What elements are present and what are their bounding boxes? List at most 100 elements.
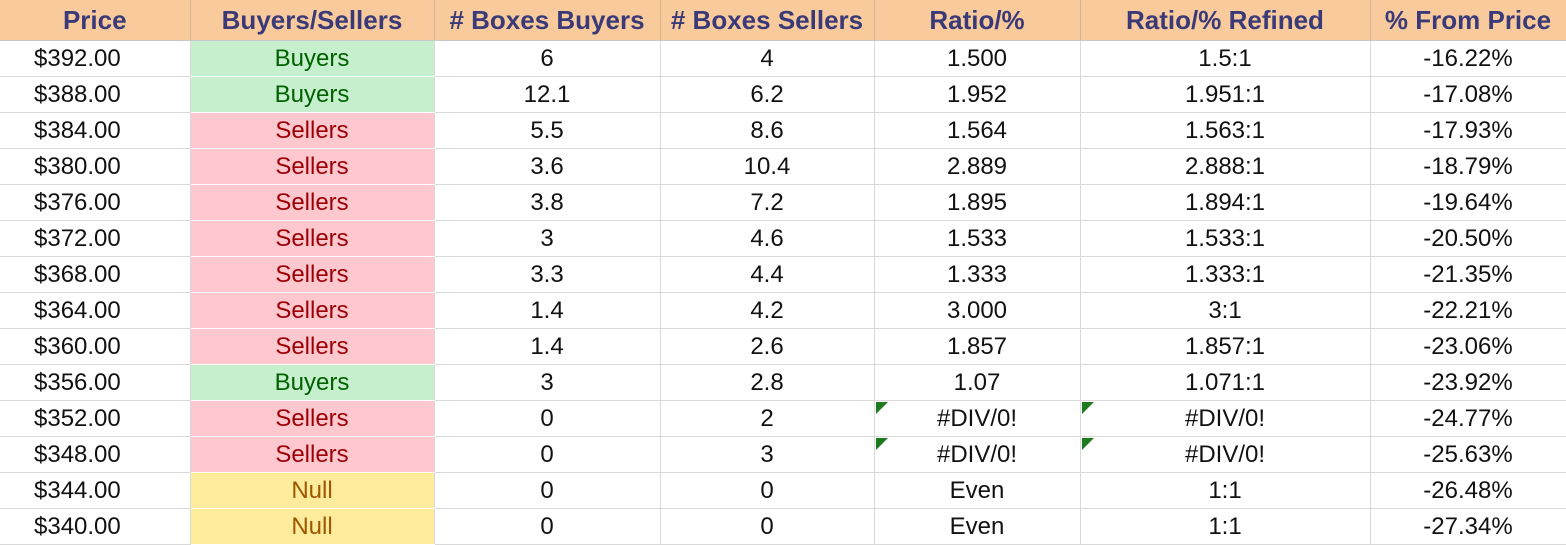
ratio-refined-cell[interactable]: 1.5:1 (1080, 40, 1371, 77)
price-cell[interactable]: $380.00 (0, 148, 191, 185)
from-price-cell[interactable]: -24.77% (1370, 400, 1566, 437)
boxes-sellers-cell[interactable]: 0 (660, 508, 875, 545)
boxes-buyers-cell[interactable]: 3.8 (434, 184, 661, 221)
price-cell[interactable]: $364.00 (0, 292, 191, 329)
ratio-refined-cell[interactable]: 1.533:1 (1080, 220, 1371, 257)
ratio-refined-cell[interactable]: 2.888:1 (1080, 148, 1371, 185)
buyers-sellers-cell[interactable]: Sellers (190, 292, 435, 329)
buyers-sellers-cell[interactable]: Sellers (190, 184, 435, 221)
boxes-buyers-cell[interactable]: 5.5 (434, 112, 661, 149)
ratio-cell[interactable]: 1.564 (874, 112, 1081, 149)
price-cell[interactable]: $392.00 (0, 40, 191, 77)
ratio-cell[interactable]: 1.895 (874, 184, 1081, 221)
boxes-buyers-cell[interactable]: 3 (434, 220, 661, 257)
ratio-refined-cell[interactable]: 1:1 (1080, 508, 1371, 545)
buyers-sellers-cell[interactable]: Null (190, 472, 435, 509)
from-price-cell[interactable]: -21.35% (1370, 256, 1566, 293)
buyers-sellers-cell[interactable]: Sellers (190, 436, 435, 473)
boxes-buyers-cell[interactable]: 3.6 (434, 148, 661, 185)
buyers-sellers-cell[interactable]: Sellers (190, 400, 435, 437)
boxes-sellers-cell[interactable]: 4.4 (660, 256, 875, 293)
from-price-cell[interactable]: -17.93% (1370, 112, 1566, 149)
buyers-sellers-cell[interactable]: Null (190, 508, 435, 545)
boxes-sellers-cell[interactable]: 8.6 (660, 112, 875, 149)
buyers-sellers-cell[interactable]: Sellers (190, 256, 435, 293)
buyers-sellers-cell[interactable]: Buyers (190, 40, 435, 77)
ratio-refined-cell[interactable]: 1.857:1 (1080, 328, 1371, 365)
from-price-cell[interactable]: -25.63% (1370, 436, 1566, 473)
price-cell[interactable]: $344.00 (0, 472, 191, 509)
from-price-cell[interactable]: -17.08% (1370, 76, 1566, 113)
price-cell[interactable]: $340.00 (0, 508, 191, 545)
buyers-sellers-cell[interactable]: Sellers (190, 220, 435, 257)
boxes-buyers-cell[interactable]: 6 (434, 40, 661, 77)
boxes-sellers-cell[interactable]: 7.2 (660, 184, 875, 221)
from-price-cell[interactable]: -22.21% (1370, 292, 1566, 329)
ratio-refined-cell[interactable]: 1.071:1 (1080, 364, 1371, 401)
boxes-sellers-cell[interactable]: 10.4 (660, 148, 875, 185)
from-price-cell[interactable]: -20.50% (1370, 220, 1566, 257)
ratio-refined-cell[interactable]: 3:1 (1080, 292, 1371, 329)
header-price[interactable]: Price (0, 0, 191, 41)
boxes-sellers-cell[interactable]: 4.2 (660, 292, 875, 329)
from-price-cell[interactable]: -18.79% (1370, 148, 1566, 185)
boxes-sellers-cell[interactable]: 0 (660, 472, 875, 509)
from-price-cell[interactable]: -26.48% (1370, 472, 1566, 509)
from-price-cell[interactable]: -23.06% (1370, 328, 1566, 365)
buyers-sellers-cell[interactable]: Buyers (190, 76, 435, 113)
boxes-sellers-cell[interactable]: 2 (660, 400, 875, 437)
ratio-refined-cell[interactable]: #DIV/0! (1080, 400, 1371, 437)
price-cell[interactable]: $352.00 (0, 400, 191, 437)
from-price-cell[interactable]: -19.64% (1370, 184, 1566, 221)
boxes-buyers-cell[interactable]: 1.4 (434, 328, 661, 365)
boxes-sellers-cell[interactable]: 4 (660, 40, 875, 77)
boxes-sellers-cell[interactable]: 2.6 (660, 328, 875, 365)
boxes-buyers-cell[interactable]: 3 (434, 364, 661, 401)
buyers-sellers-cell[interactable]: Sellers (190, 148, 435, 185)
price-cell[interactable]: $376.00 (0, 184, 191, 221)
price-cell[interactable]: $368.00 (0, 256, 191, 293)
from-price-cell[interactable]: -16.22% (1370, 40, 1566, 77)
ratio-cell[interactable]: #DIV/0! (874, 400, 1081, 437)
ratio-refined-cell[interactable]: 1.894:1 (1080, 184, 1371, 221)
header-buyers-sellers[interactable]: Buyers/Sellers (190, 0, 435, 41)
ratio-refined-cell[interactable]: 1:1 (1080, 472, 1371, 509)
ratio-cell[interactable]: 1.333 (874, 256, 1081, 293)
boxes-buyers-cell[interactable]: 0 (434, 508, 661, 545)
boxes-buyers-cell[interactable]: 3.3 (434, 256, 661, 293)
header-boxes-sellers[interactable]: # Boxes Sellers (660, 0, 875, 41)
boxes-buyers-cell[interactable]: 12.1 (434, 76, 661, 113)
boxes-buyers-cell[interactable]: 0 (434, 472, 661, 509)
ratio-refined-cell[interactable]: 1.951:1 (1080, 76, 1371, 113)
price-cell[interactable]: $360.00 (0, 328, 191, 365)
ratio-cell[interactable]: Even (874, 472, 1081, 509)
ratio-cell[interactable]: 1.500 (874, 40, 1081, 77)
price-cell[interactable]: $372.00 (0, 220, 191, 257)
ratio-cell[interactable]: #DIV/0! (874, 436, 1081, 473)
header-ratio-refined[interactable]: Ratio/% Refined (1080, 0, 1371, 41)
ratio-cell[interactable]: 1.952 (874, 76, 1081, 113)
price-cell[interactable]: $384.00 (0, 112, 191, 149)
ratio-refined-cell[interactable]: 1.333:1 (1080, 256, 1371, 293)
buyers-sellers-cell[interactable]: Sellers (190, 328, 435, 365)
ratio-cell[interactable]: 1.07 (874, 364, 1081, 401)
from-price-cell[interactable]: -23.92% (1370, 364, 1566, 401)
ratio-cell[interactable]: Even (874, 508, 1081, 545)
buyers-sellers-cell[interactable]: Sellers (190, 112, 435, 149)
boxes-buyers-cell[interactable]: 1.4 (434, 292, 661, 329)
boxes-sellers-cell[interactable]: 2.8 (660, 364, 875, 401)
price-cell[interactable]: $348.00 (0, 436, 191, 473)
header-from-price[interactable]: % From Price (1370, 0, 1566, 41)
from-price-cell[interactable]: -27.34% (1370, 508, 1566, 545)
boxes-buyers-cell[interactable]: 0 (434, 400, 661, 437)
ratio-cell[interactable]: 1.533 (874, 220, 1081, 257)
ratio-cell[interactable]: 2.889 (874, 148, 1081, 185)
header-boxes-buyers[interactable]: # Boxes Buyers (434, 0, 661, 41)
boxes-sellers-cell[interactable]: 6.2 (660, 76, 875, 113)
buyers-sellers-cell[interactable]: Buyers (190, 364, 435, 401)
header-ratio[interactable]: Ratio/% (874, 0, 1081, 41)
ratio-cell[interactable]: 1.857 (874, 328, 1081, 365)
boxes-sellers-cell[interactable]: 4.6 (660, 220, 875, 257)
ratio-refined-cell[interactable]: 1.563:1 (1080, 112, 1371, 149)
boxes-sellers-cell[interactable]: 3 (660, 436, 875, 473)
